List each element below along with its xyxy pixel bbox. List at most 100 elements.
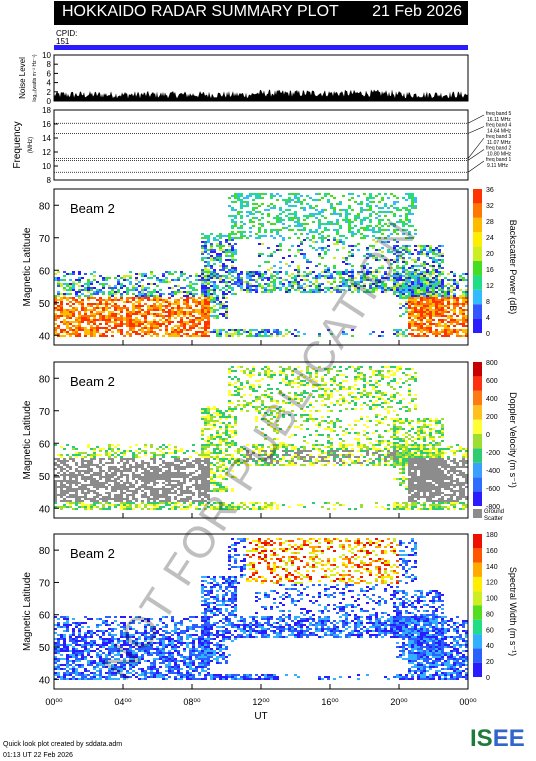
colorbar-segment	[473, 448, 482, 463]
colorbar-tick-label: 32	[486, 203, 494, 210]
colorbar-tick-label: 600	[486, 378, 498, 385]
freq-band-leader	[467, 126, 485, 134]
lat-tick-label: 80	[39, 546, 51, 557]
colorbar-tick-label: 100	[486, 596, 498, 603]
noise-tick-label: 6	[47, 69, 52, 78]
colorbar-label: Spectral Width (m s⁻¹)	[508, 567, 518, 656]
lat-tick-label: 80	[39, 201, 51, 212]
colorbar-segment	[473, 362, 482, 377]
colorbar-segment	[473, 591, 482, 606]
colorbar-segment	[473, 491, 482, 506]
noise-tick-label: 0	[47, 97, 52, 106]
freq-tick-label: 12	[42, 148, 51, 157]
colorbar-label: Backscatter Power (dB)	[508, 220, 518, 315]
freq-tick-label: 8	[47, 176, 52, 185]
time-tick-label: 12⁰⁰	[252, 697, 270, 707]
ground-scatter-swatch	[473, 509, 482, 518]
scatter-data	[54, 538, 468, 680]
colorbar-tick-label: 4	[486, 315, 490, 322]
time-tick-label: 04⁰⁰	[114, 697, 132, 707]
colorbar-segment	[473, 434, 482, 449]
colorbar-segment	[473, 605, 482, 620]
colorbar-tick-label: 40	[486, 643, 494, 650]
colorbar-segment	[473, 562, 482, 577]
lat-tick-label: 50	[39, 299, 51, 310]
colorbar-tick-label: 28	[486, 219, 494, 226]
colorbar-segment	[473, 419, 482, 434]
ground-scatter-label2: Scatter	[484, 516, 503, 522]
freq-band-value: 16.11 MHz	[487, 117, 511, 123]
plot-date: 21 Feb 2026	[372, 3, 462, 20]
colorbar-tick-label: 180	[486, 532, 498, 539]
scatter-data	[54, 193, 468, 337]
colorbar-segment	[473, 232, 482, 247]
panel-ylabel: Magnetic Latitude	[22, 572, 33, 651]
noise-tick-label: 4	[47, 79, 52, 88]
isee-logo: ISEE	[470, 725, 525, 752]
colorbar-segment	[473, 576, 482, 592]
beam-label: Beam 2	[70, 201, 115, 216]
freq-band-label: freq band 1	[486, 157, 512, 163]
time-tick-label: 00⁰⁰	[459, 697, 477, 707]
freq-tick-label: 14	[42, 134, 51, 143]
colorbar-tick-label: 200	[486, 414, 498, 421]
colorbar-tick-label: 20	[486, 659, 494, 666]
colorbar-segment	[473, 275, 482, 290]
colorbar-tick-label: 60	[486, 627, 494, 634]
colorbar-segment	[473, 318, 482, 333]
time-tick-label: 00⁰⁰	[45, 697, 63, 707]
colorbar-tick-label: 20	[486, 251, 494, 258]
colorbar-tick-label: 24	[486, 235, 494, 242]
beam-label: Beam 2	[70, 374, 115, 389]
colorbar-segment	[473, 304, 482, 319]
freq-band-label: freq band 5	[486, 111, 512, 117]
plot-title: HOKKAIDO RADAR SUMMARY PLOT	[62, 3, 339, 20]
colorbar-tick-label: -800	[486, 504, 500, 511]
time-tick-label: 16⁰⁰	[321, 697, 339, 707]
freq-band-label: freq band 4	[486, 123, 512, 129]
colorbar-tick-label: -600	[486, 486, 500, 493]
freq-band-value: 11.07 MHz	[487, 140, 511, 146]
lat-tick-label: 40	[39, 331, 51, 342]
colorbar-tick-label: 0	[486, 331, 490, 338]
colorbar-segment	[473, 648, 482, 663]
freq-tick-label: 18	[42, 106, 51, 115]
freq-tick-label: 10	[42, 162, 51, 171]
colorbar-tick-label: 400	[486, 396, 498, 403]
colorbar-segment	[473, 634, 482, 649]
lat-tick-label: 80	[39, 374, 51, 385]
colorbar-segment	[473, 217, 482, 233]
freq-band-value: 9.11 MHz	[487, 163, 509, 169]
colorbar-segment	[473, 261, 482, 276]
freq-ylabel: Frequency	[12, 121, 23, 168]
time-tick-label: 20⁰⁰	[390, 697, 408, 707]
colorbar-segment	[473, 534, 482, 549]
colorbar-tick-label: -400	[486, 468, 500, 475]
colorbar-segment	[473, 548, 482, 563]
lat-tick-label: 60	[39, 266, 51, 277]
freq-band-value: 10.80 MHz	[487, 152, 512, 158]
cpid-label: CPID:	[56, 29, 78, 38]
freq-band-leader	[467, 160, 485, 173]
colorbar-tick-label: 16	[486, 267, 494, 274]
colorbar-tick-label: 160	[486, 548, 498, 555]
noise-tick-label: 10	[42, 51, 51, 60]
cpid-value: 151	[56, 37, 70, 46]
lat-tick-label: 70	[39, 234, 51, 245]
lat-tick-label: 40	[39, 504, 51, 515]
colorbar-tick-label: 0	[486, 675, 490, 682]
lat-tick-label: 60	[39, 611, 51, 622]
freq-band-label: freq band 3	[486, 134, 512, 140]
colorbar-tick-label: 120	[486, 580, 498, 587]
lat-tick-label: 50	[39, 643, 51, 654]
colorbar-tick-label: 8	[486, 299, 490, 306]
ground-scatter-label: Ground	[484, 509, 504, 515]
colorbar-segment	[473, 477, 482, 492]
x-axis-label: UT	[254, 711, 267, 722]
footer-timestamp: 01:13 UT 22 Feb 2026	[3, 752, 73, 759]
lat-tick-label: 60	[39, 439, 51, 450]
colorbar-tick-label: -200	[486, 450, 500, 457]
time-tick-label: 08⁰⁰	[183, 697, 201, 707]
colorbar-segment	[473, 246, 482, 261]
colorbar-segment	[473, 619, 482, 635]
